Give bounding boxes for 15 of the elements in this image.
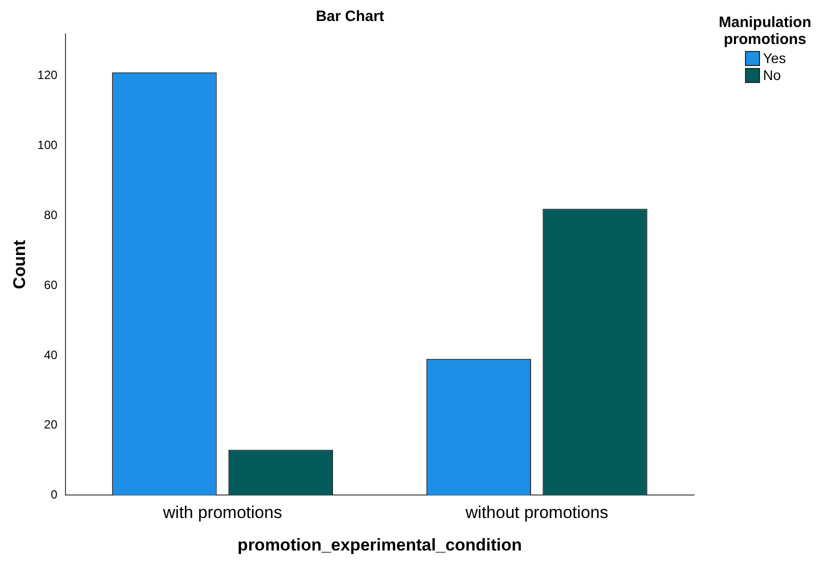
legend-label: Yes [763, 50, 786, 67]
x-tick-label: with promotions [162, 503, 282, 522]
legend-title: Manipulation promotions [718, 14, 812, 48]
y-tick-label: 0 [50, 488, 58, 502]
x-tick-label: without promotions [464, 503, 608, 522]
y-axis-title: Count [10, 240, 29, 290]
y-tick-label: 80 [44, 208, 58, 222]
y-tick-label: 20 [44, 418, 58, 432]
x-axis-title: promotion_experimental_condition [238, 535, 522, 554]
chart-title: Bar Chart [316, 8, 384, 26]
y-tick-label: 100 [37, 138, 58, 152]
y-tick-label: 120 [37, 68, 58, 82]
legend-label: No [763, 67, 781, 84]
y-tick-label: 60 [44, 278, 58, 292]
y-tick-label: 40 [44, 348, 58, 362]
